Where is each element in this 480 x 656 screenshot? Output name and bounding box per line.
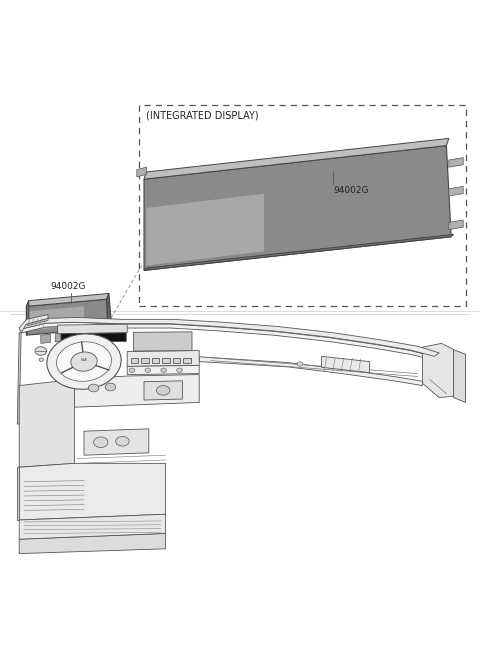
Polygon shape <box>141 358 149 363</box>
Ellipse shape <box>129 368 135 373</box>
Ellipse shape <box>177 368 182 373</box>
Polygon shape <box>19 514 166 539</box>
Polygon shape <box>41 335 50 343</box>
Ellipse shape <box>145 368 151 373</box>
Ellipse shape <box>47 334 121 389</box>
Polygon shape <box>454 350 466 402</box>
Polygon shape <box>107 293 111 328</box>
Polygon shape <box>29 306 84 331</box>
Bar <box>139 105 466 306</box>
Polygon shape <box>58 324 127 334</box>
Polygon shape <box>19 379 74 467</box>
Polygon shape <box>449 220 463 230</box>
Polygon shape <box>26 300 29 335</box>
Polygon shape <box>84 429 149 455</box>
Polygon shape <box>422 343 454 398</box>
Polygon shape <box>449 186 463 196</box>
Polygon shape <box>131 358 138 363</box>
Polygon shape <box>26 299 108 335</box>
Polygon shape <box>144 138 449 179</box>
Polygon shape <box>144 380 182 400</box>
Text: 94002G: 94002G <box>334 186 369 195</box>
Polygon shape <box>183 358 191 363</box>
Polygon shape <box>162 358 170 363</box>
Polygon shape <box>146 194 264 266</box>
Polygon shape <box>173 358 180 363</box>
Ellipse shape <box>116 436 129 446</box>
Text: (INTEGRATED DISPLAY): (INTEGRATED DISPLAY) <box>146 111 259 121</box>
Ellipse shape <box>297 362 303 366</box>
Polygon shape <box>22 318 439 356</box>
Polygon shape <box>144 146 451 270</box>
Text: 1018AD: 1018AD <box>50 356 86 365</box>
Ellipse shape <box>57 342 111 381</box>
Ellipse shape <box>35 347 47 356</box>
Ellipse shape <box>71 352 97 371</box>
Ellipse shape <box>161 368 167 373</box>
Polygon shape <box>19 463 166 520</box>
Polygon shape <box>61 333 126 342</box>
Polygon shape <box>22 322 434 360</box>
Polygon shape <box>26 293 109 306</box>
Ellipse shape <box>39 358 43 361</box>
Text: KIA: KIA <box>81 358 87 362</box>
Polygon shape <box>17 333 21 424</box>
Ellipse shape <box>88 384 99 392</box>
Polygon shape <box>322 356 370 373</box>
Polygon shape <box>127 350 199 367</box>
Polygon shape <box>70 332 79 341</box>
Polygon shape <box>127 365 199 375</box>
Polygon shape <box>19 315 48 333</box>
Polygon shape <box>133 332 192 351</box>
Ellipse shape <box>156 386 170 395</box>
Polygon shape <box>26 318 48 325</box>
Polygon shape <box>152 358 159 363</box>
Polygon shape <box>74 375 199 407</box>
Polygon shape <box>17 467 19 520</box>
Polygon shape <box>19 533 166 554</box>
Polygon shape <box>137 167 146 177</box>
Polygon shape <box>449 157 463 167</box>
Ellipse shape <box>105 383 116 391</box>
Polygon shape <box>144 234 454 270</box>
Polygon shape <box>55 333 65 342</box>
Ellipse shape <box>94 437 108 447</box>
Text: 94002G: 94002G <box>50 281 86 291</box>
Polygon shape <box>199 357 422 386</box>
Polygon shape <box>74 369 94 383</box>
